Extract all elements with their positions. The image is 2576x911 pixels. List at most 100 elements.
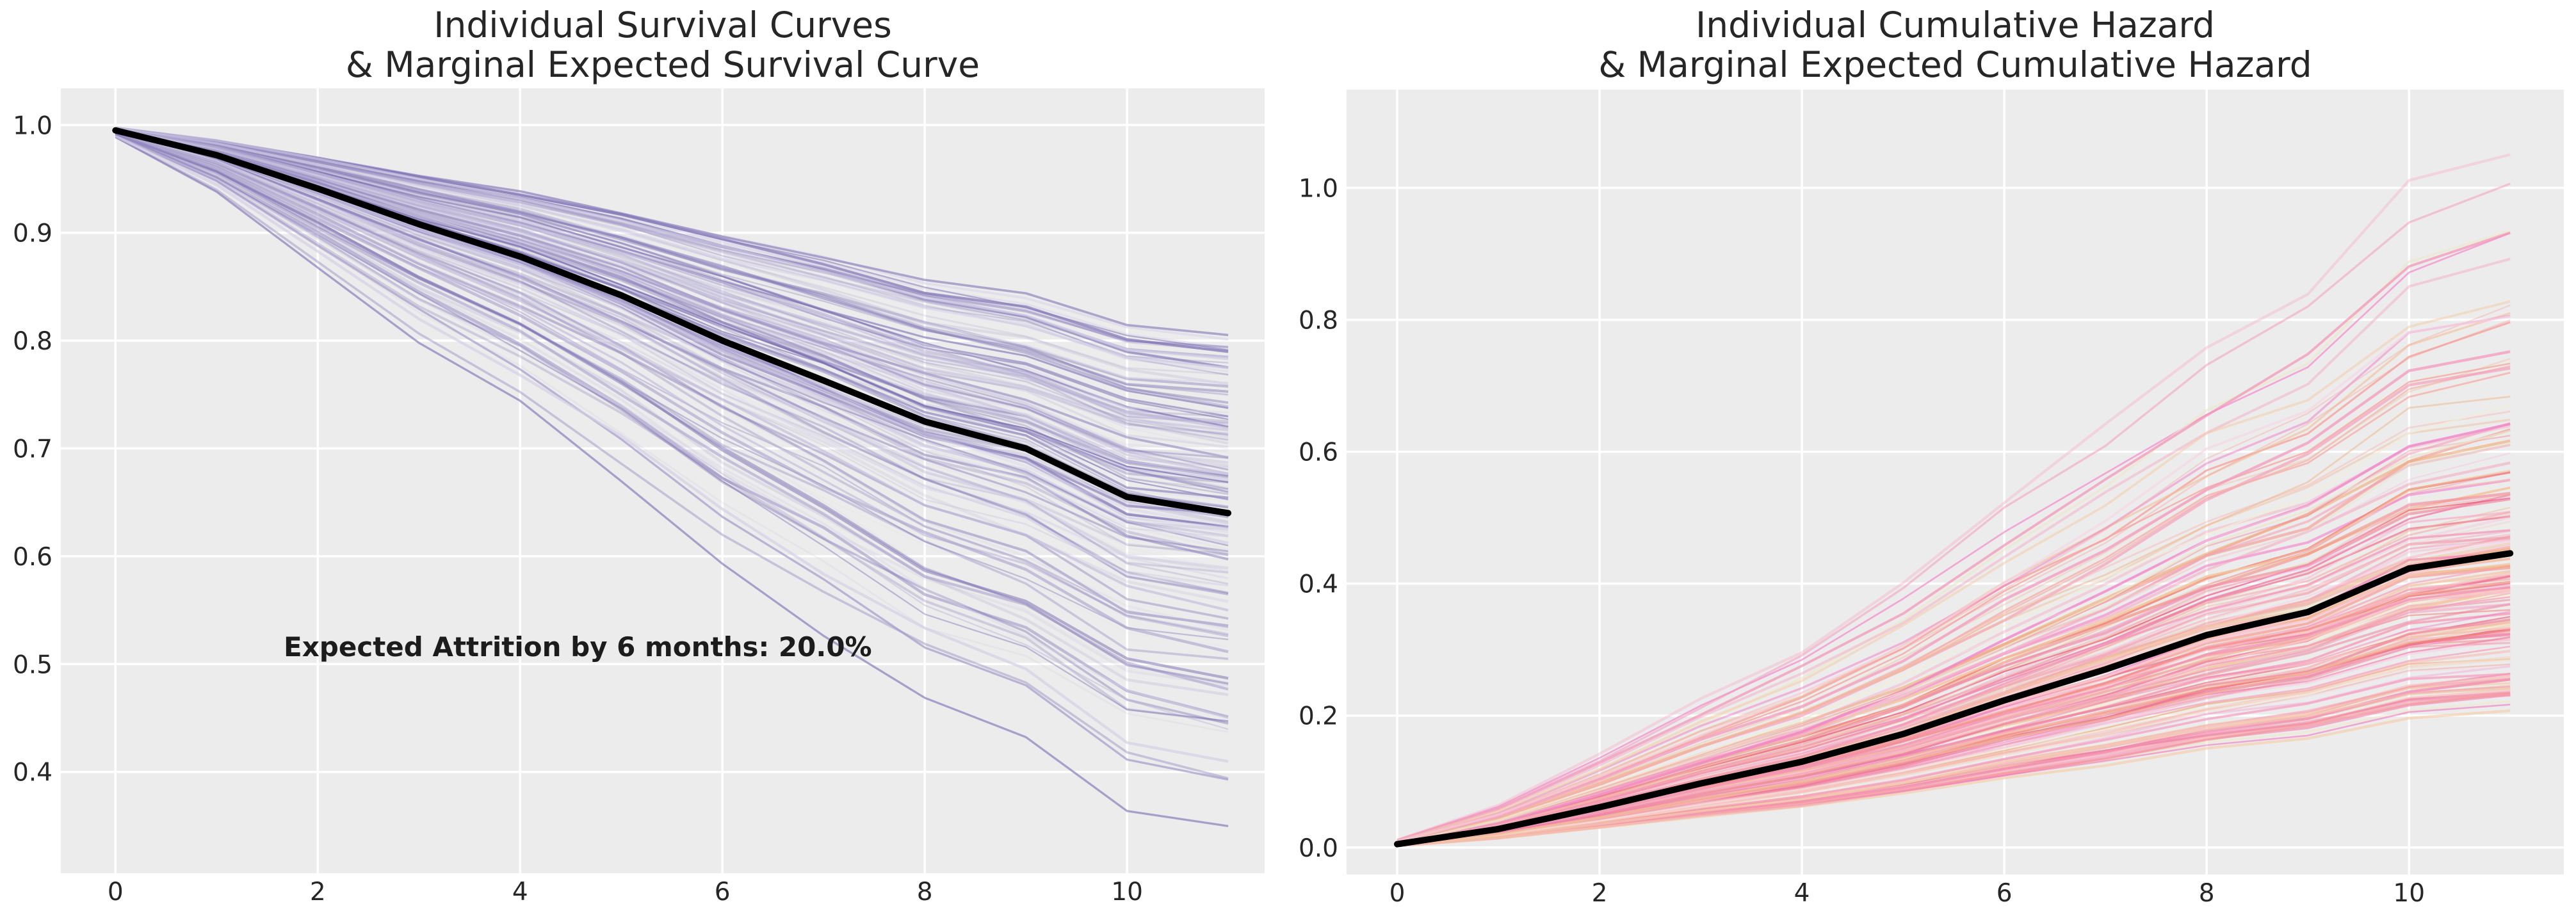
survival-curve: [115, 131, 1229, 638]
hazard-curve: [1397, 656, 2511, 846]
survival-curve: [115, 133, 1229, 691]
hazard-plot-title: Individual Cumulative Hazard & Marginal …: [1598, 4, 2312, 86]
survival-curve: [115, 129, 1229, 556]
hazard-curve: [1397, 650, 2511, 847]
hazard-curve: [1397, 492, 2511, 845]
cumulative_hazard-y-tick-label: 0.4: [1299, 570, 1338, 599]
expected-attrition-annotation: Expected Attrition by 6 months: 20.0%: [284, 631, 872, 663]
survival-curve: [115, 127, 1229, 424]
survival-curve: [115, 127, 1229, 448]
hazard-curve: [1397, 514, 2511, 845]
cumulative_hazard-y-tick-label: 1.0: [1299, 175, 1338, 204]
survival-curve: [115, 131, 1229, 580]
survival-curve: [115, 131, 1229, 631]
survival-curve: [115, 131, 1229, 654]
hazard-curve: [1397, 350, 2511, 844]
hazard-curve: [1397, 404, 2511, 844]
cumulative_hazard-y-tick-label: 0.2: [1299, 702, 1338, 731]
survival-curve: [115, 131, 1229, 574]
survival-curve: [115, 129, 1229, 471]
hazard-curve: [1397, 658, 2511, 846]
survival-y-tick-label: 1.0: [13, 111, 53, 140]
survival-curve: [115, 129, 1229, 458]
survival-plot-title: Individual Survival Curves & Marginal Ex…: [345, 4, 980, 86]
survival-y-tick-label: 0.6: [13, 543, 53, 572]
survival-curve: [115, 130, 1229, 552]
survival-curve: [115, 133, 1229, 723]
survival-curve: [115, 129, 1229, 556]
survival-curve: [115, 128, 1229, 436]
hazard-curve: [1397, 424, 2511, 844]
survival-curve: [115, 127, 1229, 423]
survival-x-tick-label: 8: [917, 878, 933, 907]
survival-marginal-curve: [112, 127, 1232, 517]
cumulative_hazard-y-tick-label: 0.0: [1299, 834, 1338, 863]
survival-y-tick-label: 0.8: [13, 327, 53, 356]
hazard-curve: [1397, 319, 2511, 842]
hazard-curve: [1397, 471, 2511, 844]
survival-curve: [115, 127, 1229, 369]
survival-x-tick-label: 2: [310, 878, 326, 907]
survival-curve: [115, 134, 1229, 763]
hazard-curve: [1397, 684, 2511, 847]
survival-y-tick-label: 0.5: [13, 650, 53, 679]
hazard-curve: [1397, 618, 2511, 846]
survival-curve: [115, 136, 1229, 828]
cumulative_hazard-x-tick-label: 0: [1389, 879, 1405, 908]
survival-curve: [115, 129, 1229, 527]
survival-curve: [115, 130, 1229, 573]
survival-curve: [115, 133, 1229, 725]
survival-curve: [115, 134, 1229, 730]
hazard-curve: [1397, 430, 2511, 844]
cumulative_hazard-y-tick-label: 0.8: [1299, 307, 1338, 335]
survival-curve: [115, 130, 1229, 538]
survival-curve: [115, 127, 1229, 352]
survival-curve: [115, 131, 1229, 612]
survival-y-tick-label: 0.9: [13, 220, 53, 248]
survival-curve: [115, 129, 1229, 494]
survival-curve: [115, 136, 1229, 780]
survival-curve: [115, 131, 1229, 585]
survival-curve: [115, 131, 1229, 620]
hazard-curve: [1397, 620, 2511, 846]
survival-y-tick-label: 0.7: [13, 435, 53, 464]
survival-x-tick-label: 4: [512, 878, 528, 907]
survival-curve: [115, 130, 1229, 554]
cumulative_hazard-marginal-curve: [1394, 550, 2514, 848]
survival-curve: [115, 132, 1229, 680]
hazard-curve: [1397, 610, 2511, 846]
survival-curve: [115, 131, 1229, 587]
survival-curve: [115, 128, 1229, 414]
survival-x-tick-label: 0: [108, 878, 124, 907]
survival-curve: [115, 127, 1229, 435]
survival-curve: [115, 127, 1229, 393]
survival-curve: [115, 126, 1229, 360]
survival-curve: [115, 128, 1229, 478]
cumulative_hazard-x-tick-label: 2: [1592, 879, 1608, 908]
cumulative_hazard-gridlines: [1347, 90, 2564, 875]
survival-curve: [115, 132, 1229, 636]
survival-curve: [115, 129, 1229, 467]
cumulative_hazard-x-tick-label: 10: [2393, 879, 2425, 908]
survival-curve: [115, 130, 1229, 594]
survival-curve: [115, 128, 1229, 441]
hazard-curve: [1397, 709, 2511, 848]
survival-curve: [115, 132, 1229, 660]
cumulative_hazard-tick-labels: 0 2 4 6 8 10 0.0 0.2 0.4 0.6 0.8 1.0: [1299, 175, 2425, 908]
survival-curve: [115, 127, 1229, 396]
hazard-curve: [1397, 257, 2511, 842]
cumulative_hazard-x-tick-label: 4: [1794, 879, 1810, 908]
survival-curve: [115, 129, 1229, 513]
survival-curve: [115, 128, 1229, 459]
survival-individual-curves: [115, 126, 1229, 828]
survival-curve: [115, 133, 1229, 641]
survival-curve: [115, 127, 1229, 435]
survival-curve: [115, 133, 1229, 648]
survival-curve: [115, 127, 1229, 364]
survival-curve: [115, 130, 1229, 595]
survival-curve: [115, 128, 1229, 431]
hazard-curve: [1397, 231, 2511, 842]
survival-curve: [115, 129, 1229, 483]
hazard-curve: [1397, 300, 2511, 842]
survival-curve: [115, 127, 1229, 439]
